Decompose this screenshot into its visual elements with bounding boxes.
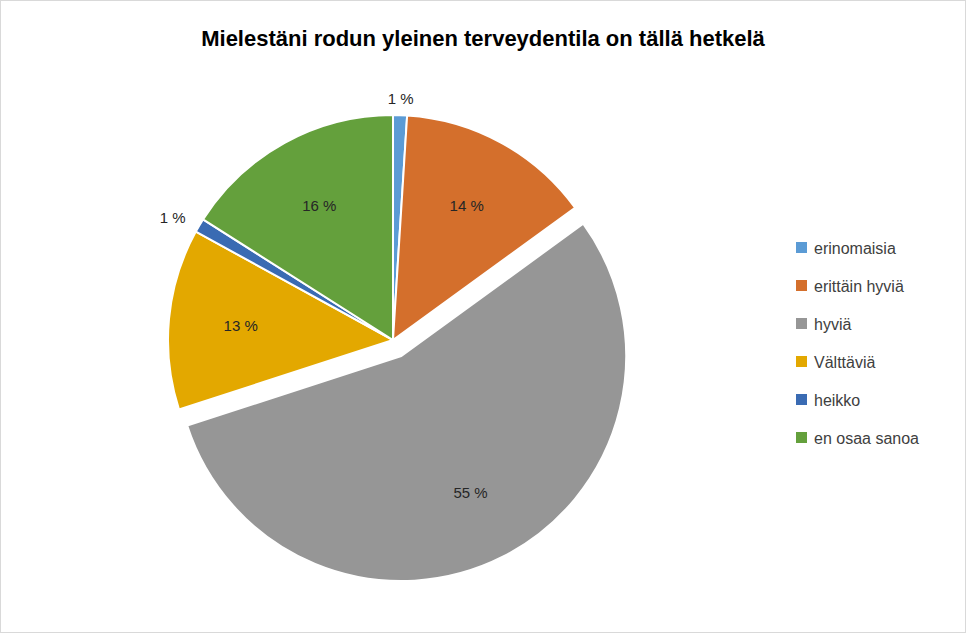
data-label: 16 %	[302, 197, 336, 214]
legend-label: erinomaisia	[814, 240, 896, 257]
legend: erinomaisia erittäin hyviä hyviä Välttäviä h…	[796, 240, 919, 447]
chart: Mielestäni rodun yleinen terveydentila o…	[0, 0, 966, 633]
legend-label: en osaa sanoa	[814, 430, 919, 447]
pie: 1 % 14 % 55 % 13 % 1 % 16 %	[160, 90, 626, 581]
data-label: 13 %	[224, 317, 258, 334]
chart-frame	[1, 1, 966, 633]
legend-label: heikko	[814, 392, 860, 409]
legend-swatch	[796, 356, 807, 367]
chart-title: Mielestäni rodun yleinen terveydentila o…	[201, 26, 765, 51]
legend-swatch	[796, 394, 807, 405]
legend-swatch	[796, 318, 807, 329]
legend-swatch	[796, 242, 807, 253]
legend-label: hyviä	[814, 316, 851, 333]
legend-swatch	[796, 432, 807, 443]
data-label: 55 %	[454, 484, 488, 501]
data-label: 14 %	[450, 197, 484, 214]
data-label: 1 %	[160, 209, 186, 226]
data-label: 1 %	[388, 90, 414, 107]
legend-label: erittäin hyviä	[814, 278, 904, 295]
pie-slice	[203, 115, 393, 340]
legend-swatch	[796, 280, 807, 291]
legend-label: Välttäviä	[814, 354, 875, 371]
